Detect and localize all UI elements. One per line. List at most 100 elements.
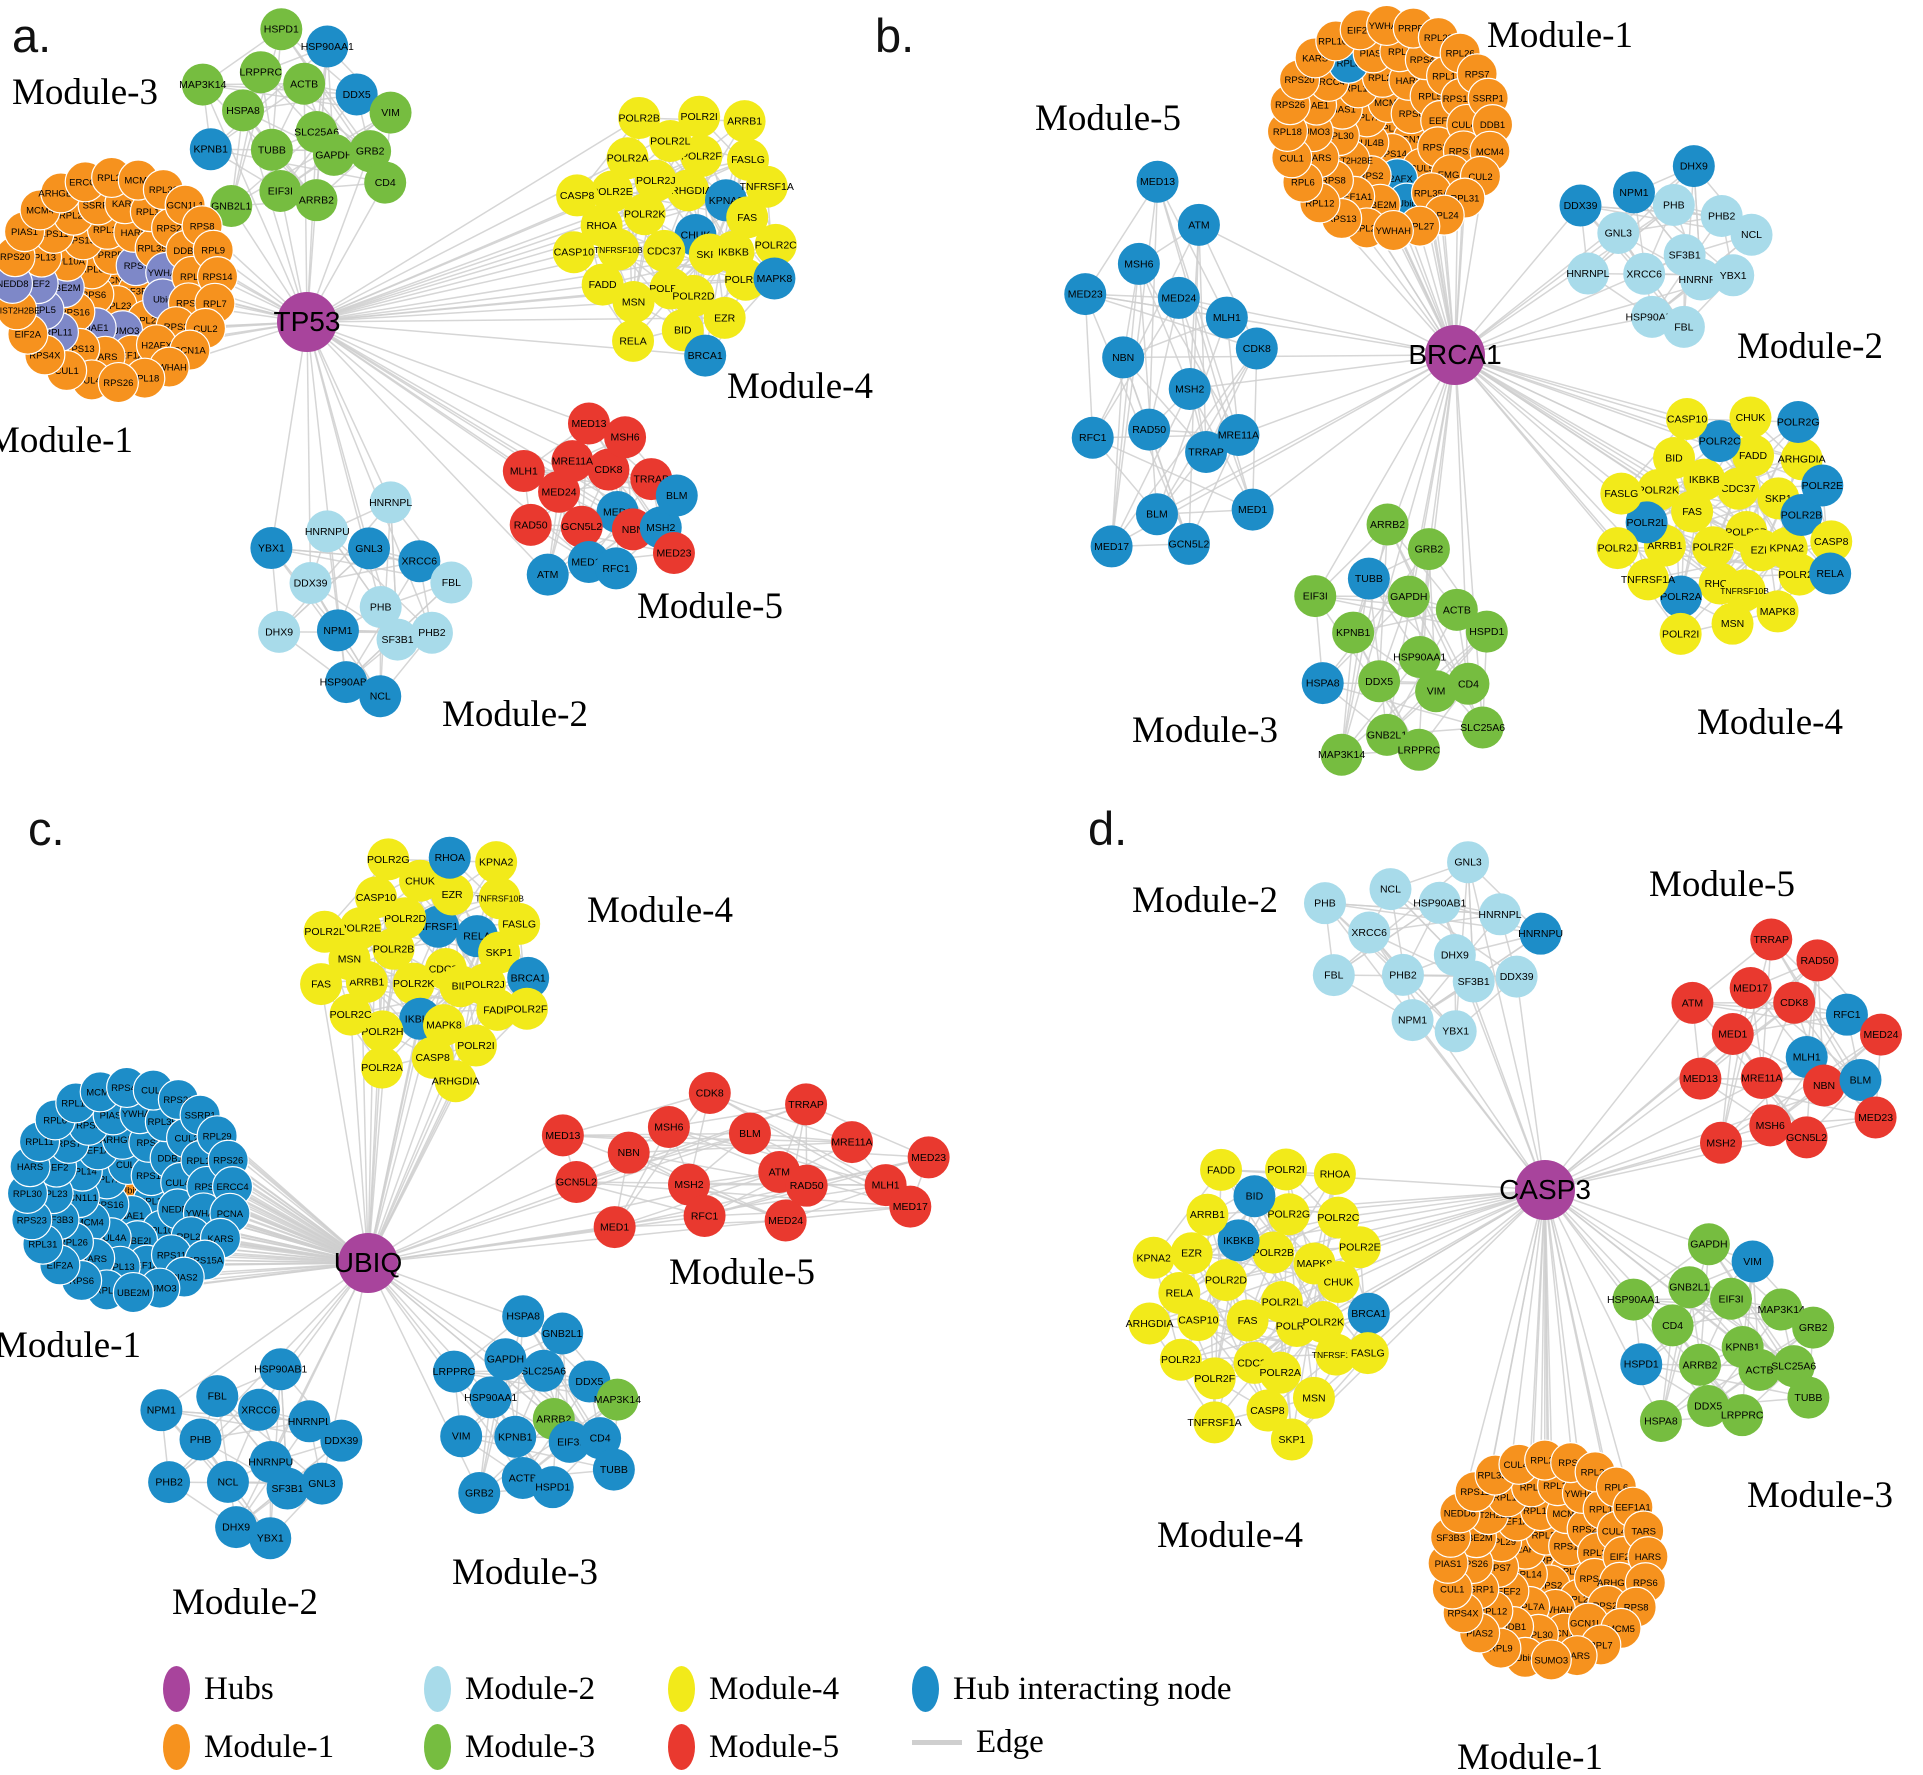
node-CASP8[interactable] [556, 174, 599, 217]
node-MAP3K14[interactable] [1760, 1288, 1803, 1331]
node-GRB2[interactable] [1792, 1306, 1835, 1349]
node-CDK8[interactable] [688, 1071, 731, 1114]
node-MSH6[interactable] [1117, 242, 1160, 285]
node-POLR2C[interactable] [1698, 420, 1741, 463]
node-KPNB1[interactable] [494, 1415, 537, 1458]
node-MED24[interactable] [1859, 1013, 1902, 1056]
node-POLR2E[interactable] [1801, 464, 1844, 507]
node-RFC1[interactable] [1825, 993, 1868, 1036]
node-NPM1[interactable] [140, 1389, 183, 1432]
node-GCN5L2[interactable] [560, 505, 603, 548]
node-FASLG[interactable] [1600, 472, 1643, 515]
node-EIF3I[interactable] [1710, 1277, 1753, 1320]
node-CD4[interactable] [364, 161, 407, 204]
node-NPM1[interactable] [1612, 171, 1655, 214]
node-BID[interactable] [1653, 437, 1696, 480]
node-POLR2B[interactable] [1780, 494, 1823, 537]
node-RELA[interactable] [612, 319, 655, 362]
node-TNFRSF1A[interactable] [745, 165, 788, 208]
node-POLR2I[interactable] [454, 1024, 497, 1067]
node-BRCA1[interactable] [1347, 1292, 1390, 1335]
node-HSP90AA1[interactable] [306, 25, 349, 68]
node-MED23[interactable] [1854, 1096, 1897, 1139]
node-POLR2A[interactable] [1259, 1351, 1302, 1394]
node-BLM[interactable] [1839, 1058, 1882, 1101]
node-ARRB2[interactable] [1366, 503, 1409, 546]
node-POLR2L[interactable] [1625, 501, 1668, 544]
node-GNB2L1[interactable] [1668, 1266, 1711, 1309]
node-PHB2[interactable] [1700, 195, 1743, 238]
node-HSP90AA1[interactable] [1612, 1278, 1655, 1321]
node-SF3B1[interactable] [376, 618, 419, 661]
node-XRCC6[interactable] [398, 540, 441, 583]
node-GRB2[interactable] [349, 130, 392, 173]
node-POLR2L[interactable] [303, 910, 346, 953]
node-CDK8[interactable] [1773, 981, 1816, 1024]
node-FADD[interactable] [476, 988, 519, 1031]
node-FADD[interactable] [1200, 1148, 1243, 1191]
node-EZR[interactable] [1170, 1232, 1213, 1275]
node-KPNB1[interactable] [1332, 611, 1375, 654]
node-NCL[interactable] [359, 675, 402, 718]
node-HSPA8[interactable] [1301, 662, 1344, 705]
node-POLR2A[interactable] [360, 1046, 403, 1089]
node-POLR2I[interactable] [1659, 612, 1702, 655]
node-RHOA[interactable] [1313, 1152, 1356, 1195]
node-TNFRSF1A[interactable] [1626, 558, 1669, 601]
node-ARRB1[interactable] [723, 100, 766, 143]
hub-node-UBIQ[interactable] [338, 1233, 398, 1293]
node-POLR2D[interactable] [1204, 1259, 1247, 1302]
node-HSPD1[interactable] [1465, 610, 1508, 653]
node-RAD50[interactable] [785, 1164, 828, 1207]
node-ACTB[interactable] [1435, 588, 1478, 631]
node-HSP90AB1[interactable] [1631, 295, 1674, 338]
node-NPM1[interactable] [316, 609, 359, 652]
node-POLR2K[interactable] [623, 193, 666, 236]
node-YBX1[interactable] [250, 527, 293, 570]
node-ATM[interactable] [526, 553, 569, 596]
node-MSH2[interactable] [1168, 368, 1211, 410]
node-ACTB[interactable] [1738, 1348, 1781, 1391]
node-IKBKB[interactable] [1217, 1219, 1260, 1262]
node-PHB[interactable] [359, 586, 402, 628]
node-LRPPRC[interactable] [1397, 728, 1440, 771]
node-ATM[interactable] [1177, 203, 1220, 246]
node-CASP10[interactable] [1666, 398, 1709, 441]
node-DDX5[interactable] [1358, 660, 1401, 703]
node-ARHGDIA[interactable] [434, 1060, 477, 1103]
node-YBX1[interactable] [249, 1517, 292, 1560]
node-RFC1[interactable] [683, 1194, 726, 1237]
node-CDC37[interactable] [643, 229, 686, 272]
node-MED13[interactable] [1136, 160, 1179, 203]
node-SF3B1[interactable] [1452, 960, 1495, 1003]
node-HSP90AA1[interactable] [469, 1376, 512, 1419]
node-POLR2C[interactable] [329, 993, 372, 1036]
node-POLR2F[interactable] [1692, 526, 1735, 569]
node-POLR2A[interactable] [1659, 575, 1702, 618]
node-KPNB1[interactable] [189, 128, 232, 171]
node-CDK8[interactable] [587, 448, 630, 491]
node-MED1[interactable] [1711, 1012, 1754, 1055]
node-ARRB1[interactable] [1186, 1193, 1229, 1236]
node-DDX39[interactable] [1559, 184, 1602, 227]
node-LRPPRC[interactable] [1721, 1394, 1764, 1437]
node-NCL[interactable] [206, 1460, 249, 1503]
hub-node-CASP3[interactable] [1515, 1160, 1575, 1220]
node-FAS[interactable] [1226, 1299, 1269, 1342]
node-MED17[interactable] [889, 1185, 932, 1228]
node-TUBB[interactable] [1347, 557, 1390, 600]
node-RHOA[interactable] [428, 836, 471, 879]
node-VIM[interactable] [440, 1415, 483, 1458]
node-POLR2C[interactable] [754, 223, 797, 266]
node-FAS[interactable] [726, 196, 769, 239]
node-FBL[interactable] [1312, 954, 1355, 997]
node-POLR2J[interactable] [634, 159, 677, 202]
node-NCL[interactable] [1369, 868, 1412, 911]
node-YBX1[interactable] [1712, 254, 1755, 297]
node-ARRB2[interactable] [1678, 1343, 1721, 1386]
node-XRCC6[interactable] [1348, 911, 1391, 954]
node-MAPK8[interactable] [422, 1004, 465, 1047]
node-ARRB2[interactable] [295, 179, 338, 222]
node-DDX39[interactable] [320, 1419, 363, 1462]
node-VIM[interactable] [1415, 670, 1458, 713]
